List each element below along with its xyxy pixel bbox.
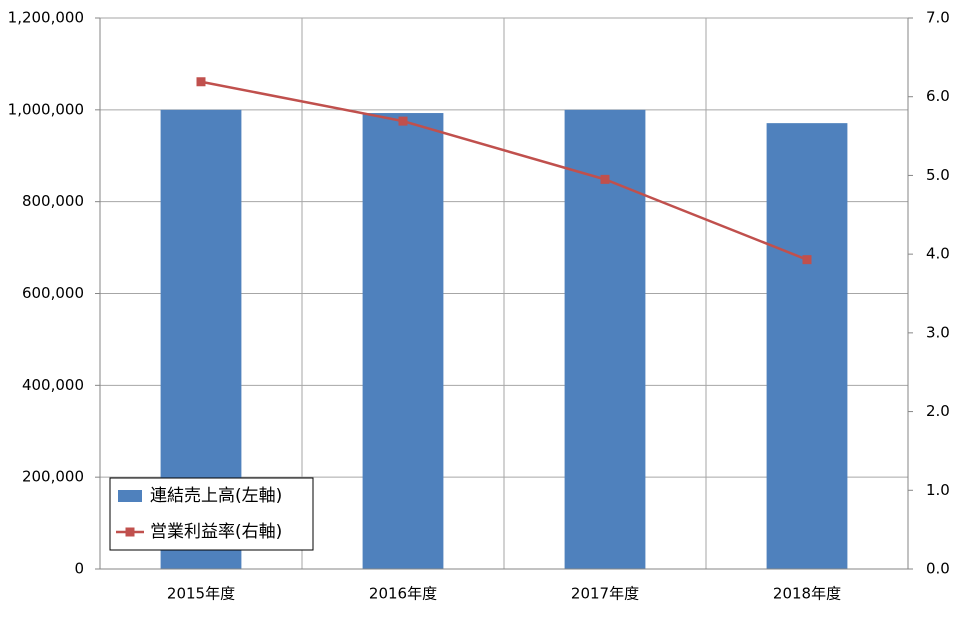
x-tick-label: 2016年度 (369, 585, 437, 603)
x-tick-label: 2017年度 (571, 585, 639, 603)
y2-tick-label: 4.0 (926, 245, 950, 263)
y-tick-label: 1,000,000 (8, 100, 84, 118)
y2-tick-label: 0.0 (926, 560, 950, 578)
line (200, 80, 808, 261)
legend-box (109, 477, 314, 551)
y-tick-label: 200,000 (22, 468, 84, 486)
bar (362, 113, 444, 570)
marker (600, 174, 610, 184)
y-tick-label: 400,000 (22, 376, 84, 394)
legend-label: 営業利益率(右軸) (150, 522, 282, 542)
legend-label: 連結売上高(左軸) (150, 486, 282, 506)
y-tick-label: 1,200,000 (8, 9, 84, 27)
legend-swatch (118, 490, 142, 502)
y2-tick-label: 3.0 (926, 323, 950, 341)
x-tick-label: 2018年度 (773, 585, 841, 603)
bar (766, 123, 848, 569)
x-tick-label: 2015年度 (167, 585, 235, 603)
marker (398, 116, 408, 126)
marker (802, 255, 812, 265)
y2-tick-label: 6.0 (926, 87, 950, 105)
y2-tick-label: 1.0 (926, 481, 950, 499)
y-tick-label: 800,000 (22, 192, 84, 210)
y2-tick-label: 7.0 (926, 9, 950, 27)
y2-tick-label: 2.0 (926, 402, 950, 420)
y-tick-label: 600,000 (22, 284, 84, 302)
marker (196, 77, 206, 87)
y2-tick-label: 5.0 (926, 166, 950, 184)
legend-marker (125, 527, 135, 537)
bar (564, 109, 646, 569)
y-tick-label: 0 (74, 560, 84, 578)
